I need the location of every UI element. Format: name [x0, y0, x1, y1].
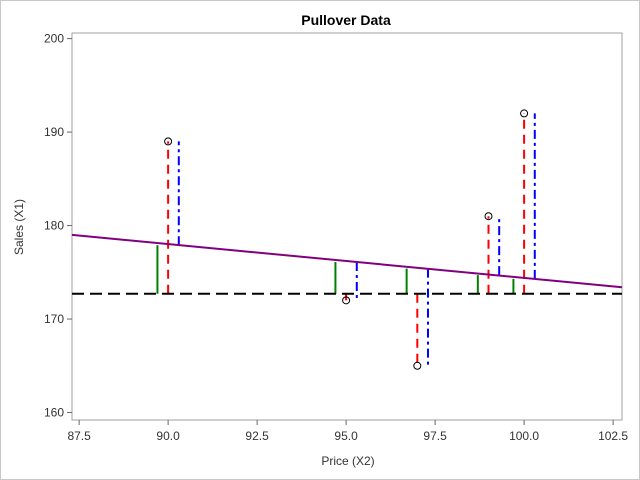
- data-point: [484, 212, 493, 221]
- y-tick-label: 200: [44, 32, 64, 46]
- x-tick-label: 100.0: [509, 429, 539, 443]
- data-point: [413, 361, 422, 370]
- x-tick-label: 95.0: [334, 429, 358, 443]
- y-tick-label: 190: [44, 125, 64, 139]
- x-tick-label: 102.5: [598, 429, 628, 443]
- plot-marks: [71, 109, 623, 370]
- x-axis: 87.5 90.0 92.5 95.0 97.5 100.0 102.5: [67, 420, 628, 443]
- plot-area: [71, 32, 623, 421]
- x-tick-label: 92.5: [245, 429, 269, 443]
- data-point: [164, 137, 173, 146]
- regression-line: [71, 233, 623, 289]
- y-tick-label: 160: [44, 406, 64, 420]
- chart-title: Pullover Data: [301, 12, 391, 28]
- y-axis: 160 170 180 190 200: [44, 32, 72, 420]
- x-axis-label: Price (X2): [321, 454, 374, 468]
- data-point: [520, 109, 529, 118]
- y-tick-label: 180: [44, 219, 64, 233]
- data-point: [342, 296, 351, 305]
- x-tick-label: 97.5: [423, 429, 447, 443]
- y-axis-label: Sales (X1): [12, 199, 26, 255]
- x-tick-label: 90.0: [156, 429, 180, 443]
- y-tick-label: 170: [44, 312, 64, 326]
- x-tick-label: 87.5: [67, 429, 91, 443]
